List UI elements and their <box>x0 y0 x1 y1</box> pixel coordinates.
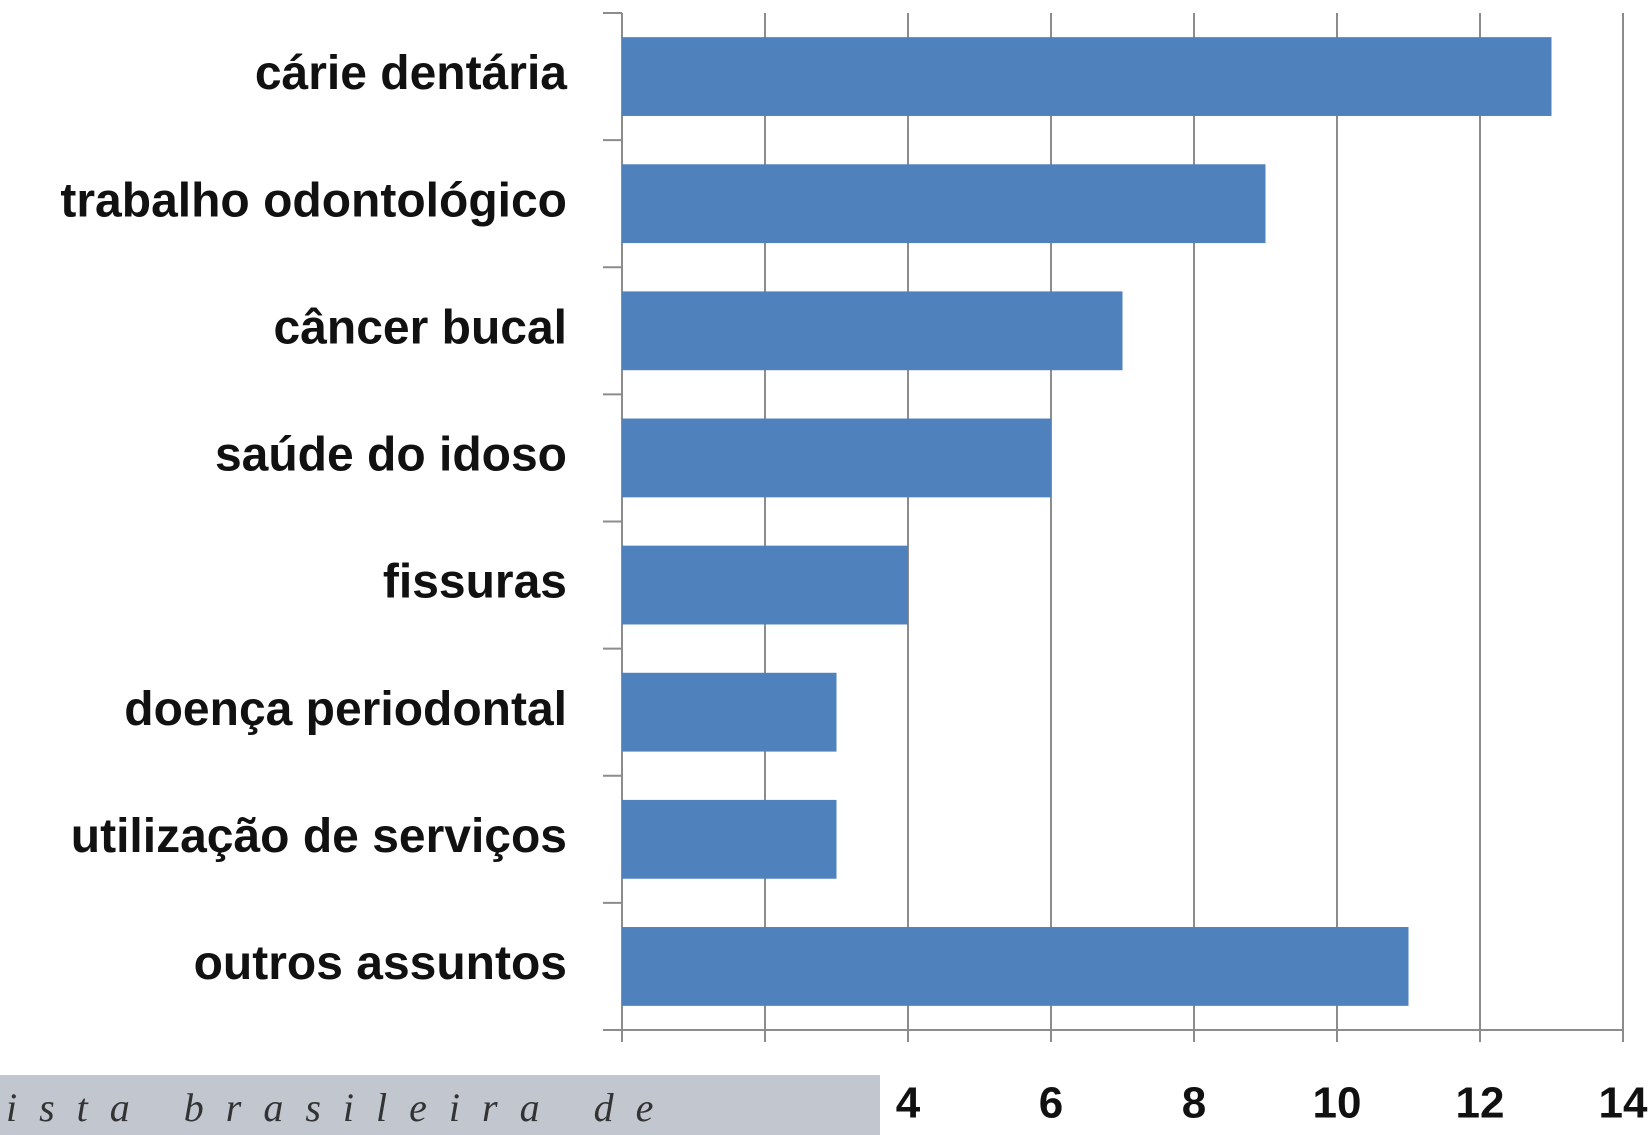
y-tick-label: outros assuntos <box>194 937 567 990</box>
bar <box>622 291 1123 371</box>
x-tick-label: 12 <box>1456 1079 1505 1128</box>
bar <box>622 37 1552 116</box>
x-tick-label: 8 <box>1182 1079 1206 1128</box>
y-tick-label: saúde do idoso <box>215 429 567 482</box>
bar <box>622 545 908 625</box>
bar <box>622 927 1409 1006</box>
banner <box>0 1075 880 1135</box>
bar <box>622 672 837 752</box>
y-tick-label: fissuras <box>383 556 567 609</box>
bar <box>622 164 1266 244</box>
banner-text: ista brasileira de <box>6 1085 675 1130</box>
y-tick-label: doença periodontal <box>124 683 567 736</box>
bar <box>622 418 1051 498</box>
y-tick-label: trabalho odontológico <box>60 174 567 227</box>
x-tick-label: 10 <box>1313 1079 1362 1128</box>
x-tick-label: 6 <box>1039 1079 1063 1128</box>
y-tick-label: câncer bucal <box>274 301 567 354</box>
x-tick-label: 4 <box>896 1079 921 1128</box>
y-tick-label: cárie dentária <box>255 47 567 100</box>
x-tick-label: 14 <box>1599 1079 1648 1128</box>
y-tick-label: utilização de serviços <box>71 810 567 863</box>
bar <box>622 799 837 879</box>
